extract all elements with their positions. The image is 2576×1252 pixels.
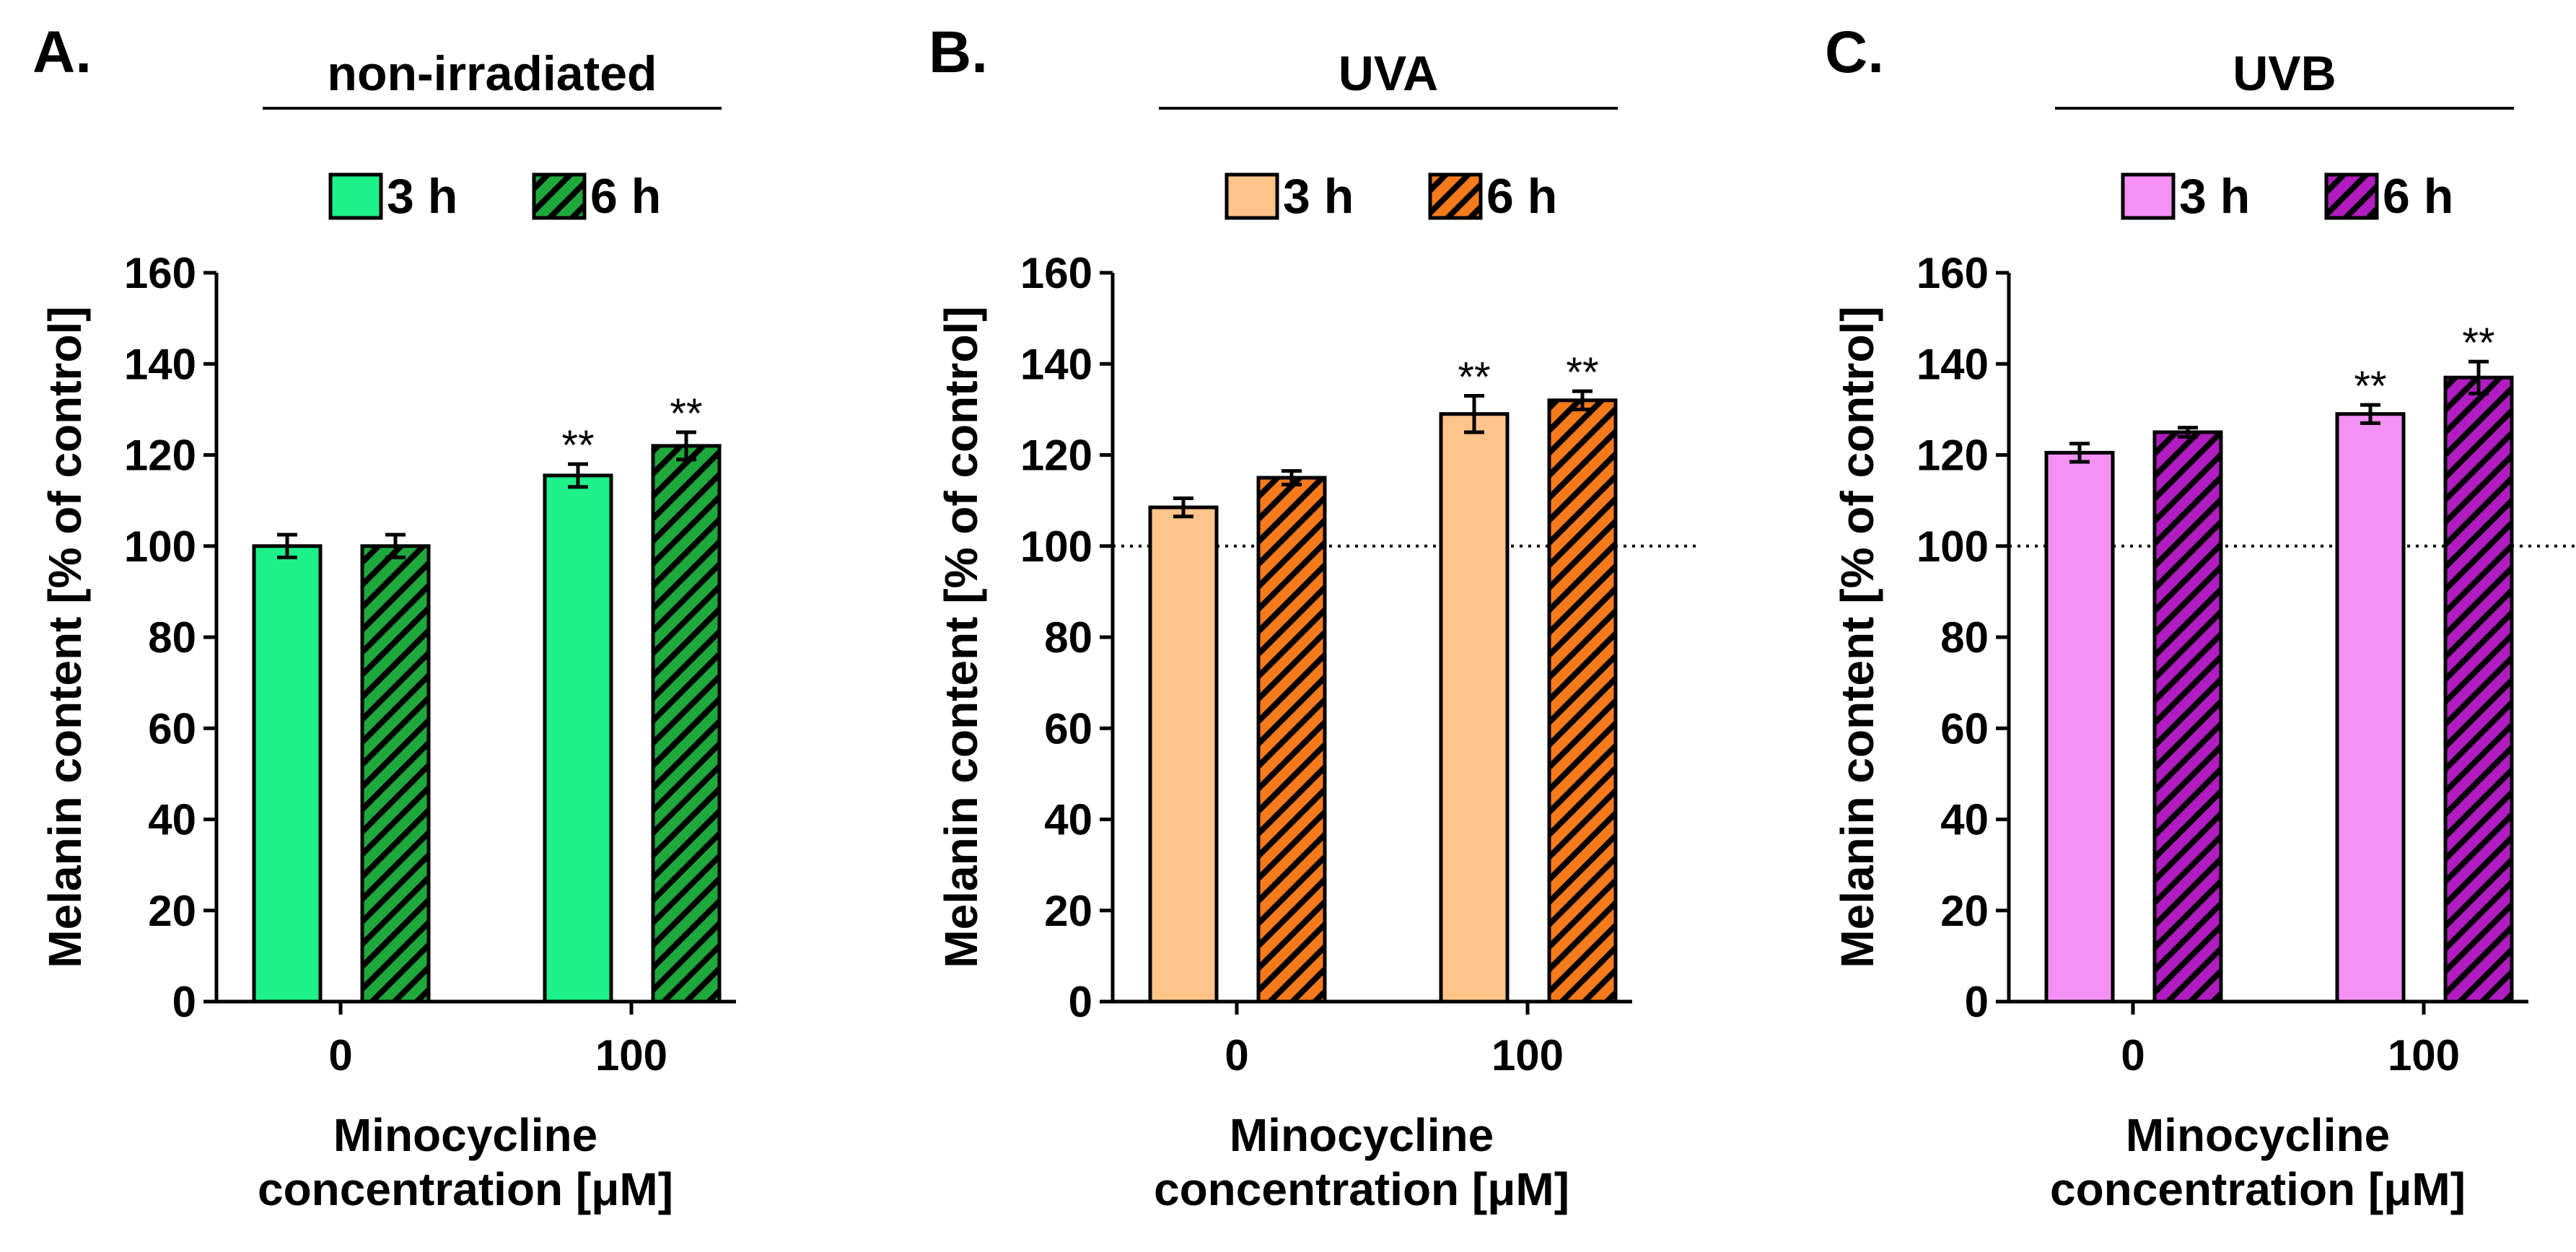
y-tick-label: 40 bbox=[1940, 796, 1989, 844]
condition-title: UVA bbox=[1339, 46, 1439, 101]
significance-label: ** bbox=[670, 390, 702, 437]
y-tick-label: 120 bbox=[1916, 432, 1989, 480]
legend-label: 6 h bbox=[2383, 169, 2453, 224]
bar-6h-0 bbox=[2152, 430, 2223, 1004]
x-axis-label: concentration [μM] bbox=[1154, 1163, 1569, 1215]
bar-3h-100 bbox=[543, 473, 613, 1004]
y-tick-label: 80 bbox=[1044, 613, 1092, 662]
panel-letter: B. bbox=[929, 19, 988, 85]
y-tick-label: 120 bbox=[1020, 432, 1092, 480]
y-tick-label: 0 bbox=[1069, 978, 1092, 1026]
significance-label: ** bbox=[561, 422, 594, 469]
significance-label: ** bbox=[2354, 363, 2386, 410]
x-tick-label: 0 bbox=[2121, 1031, 2145, 1080]
legend-swatch-3h bbox=[328, 172, 383, 220]
y-tick-label: 100 bbox=[1020, 522, 1092, 571]
y-tick-label: 0 bbox=[1965, 978, 1989, 1026]
condition-title: UVB bbox=[2233, 46, 2336, 101]
y-tick-label: 60 bbox=[1940, 704, 1989, 753]
significance-label: ** bbox=[1458, 354, 1490, 400]
panel-2: C. UVB 3 h 6 h 0 20 40 60 80 100 120 140 160 Melanin … bbox=[1825, 19, 2576, 1215]
y-axis-label: Melanin content [% of control] bbox=[935, 306, 987, 968]
x-axis-label: Minocycline bbox=[333, 1109, 597, 1161]
y-tick-label: 120 bbox=[124, 432, 196, 480]
legend-label: 3 h bbox=[1283, 169, 1354, 224]
y-tick-label: 140 bbox=[1020, 340, 1092, 388]
y-tick-label: 140 bbox=[124, 340, 196, 388]
legend-label: 3 h bbox=[387, 169, 457, 224]
legend-label: 6 h bbox=[590, 169, 661, 224]
y-tick-label: 160 bbox=[1916, 249, 1989, 297]
y-axis-label: Melanin content [% of control] bbox=[1831, 306, 1883, 968]
panel-letter: A. bbox=[32, 19, 92, 85]
x-axis-label: concentration [μM] bbox=[2050, 1163, 2466, 1215]
y-tick-label: 20 bbox=[1044, 887, 1092, 935]
bar-6h-100 bbox=[651, 444, 722, 1004]
y-tick-label: 60 bbox=[1044, 704, 1092, 753]
x-tick-label: 0 bbox=[1225, 1031, 1248, 1080]
bar-3h-100 bbox=[1439, 412, 1510, 1004]
panel-1: B. UVA 3 h 6 h 0 20 40 60 80 100 120 140 160 Melanin … bbox=[929, 19, 1697, 1215]
x-axis-label: concentration [μM] bbox=[258, 1163, 673, 1215]
x-axis-label: Minocycline bbox=[1230, 1109, 1494, 1161]
legend-swatch-3h bbox=[2121, 172, 2176, 220]
x-tick-label: 100 bbox=[1491, 1031, 1564, 1080]
y-tick-label: 40 bbox=[148, 796, 196, 844]
bar-3h-0 bbox=[252, 544, 323, 1004]
bar-6h-0 bbox=[360, 544, 431, 1004]
legend-swatch-6h bbox=[1428, 172, 1483, 220]
x-axis-label: Minocycline bbox=[2126, 1109, 2390, 1161]
bar-3h-100 bbox=[2335, 412, 2406, 1004]
significance-label: ** bbox=[2462, 320, 2494, 367]
bar-6h-100 bbox=[1547, 398, 1618, 1004]
bar-3h-0 bbox=[1148, 505, 1219, 1004]
x-tick-label: 0 bbox=[328, 1031, 352, 1080]
y-tick-label: 20 bbox=[1940, 887, 1989, 935]
y-tick-label: 160 bbox=[124, 249, 196, 297]
x-tick-label: 100 bbox=[595, 1031, 667, 1080]
legend-label: 6 h bbox=[1486, 169, 1557, 224]
y-tick-label: 80 bbox=[148, 613, 196, 662]
y-tick-label: 40 bbox=[1044, 796, 1092, 844]
y-tick-label: 0 bbox=[172, 978, 196, 1026]
y-tick-label: 100 bbox=[124, 522, 196, 571]
y-tick-label: 60 bbox=[148, 704, 196, 753]
y-tick-label: 160 bbox=[1020, 249, 1092, 297]
y-tick-label: 140 bbox=[1916, 340, 1989, 388]
legend-swatch-6h bbox=[2324, 172, 2379, 220]
y-tick-label: 80 bbox=[1940, 613, 1989, 662]
y-tick-label: 100 bbox=[1916, 522, 1989, 571]
y-tick-label: 20 bbox=[148, 887, 196, 935]
x-tick-label: 100 bbox=[2388, 1031, 2460, 1080]
legend-label: 3 h bbox=[2179, 169, 2250, 224]
panel-letter: C. bbox=[1825, 19, 1884, 85]
legend-swatch-3h bbox=[1225, 172, 1279, 220]
significance-label: ** bbox=[1566, 349, 1598, 396]
bar-6h-0 bbox=[1256, 476, 1327, 1004]
y-axis-label: Melanin content [% of control] bbox=[39, 306, 91, 968]
condition-title: non-irradiated bbox=[327, 46, 657, 101]
panel-0: A. non-irradiated 3 h 6 h 0 20 40 60 80 100 120 140… bbox=[32, 19, 736, 1215]
bar-6h-100 bbox=[2443, 375, 2514, 1004]
bar-3h-0 bbox=[2044, 450, 2115, 1004]
legend-swatch-6h bbox=[532, 172, 587, 220]
